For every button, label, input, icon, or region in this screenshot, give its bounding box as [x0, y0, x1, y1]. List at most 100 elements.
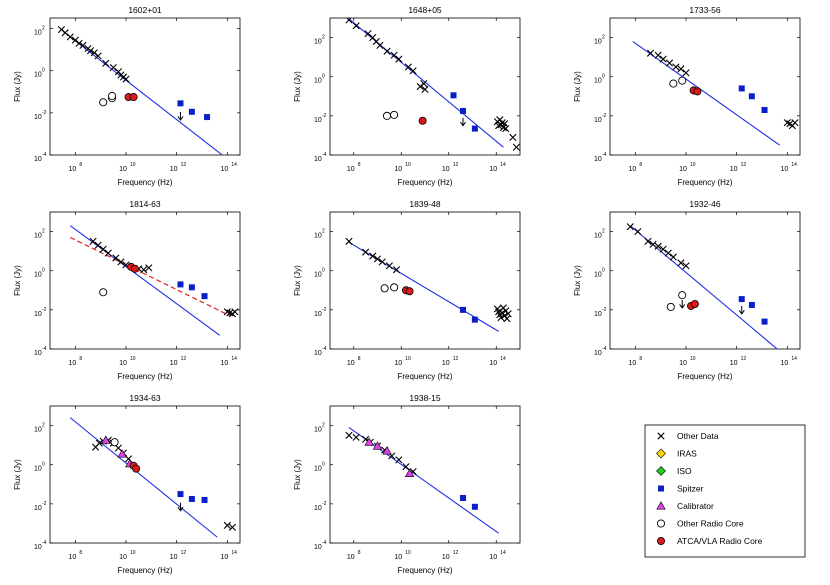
legend-item-other: Other Data: [657, 431, 719, 441]
data-point-othercore: [669, 79, 678, 88]
data-point-calibrator: [101, 435, 111, 444]
y-tick-exponent: 0: [322, 74, 325, 80]
data-point-spitzer: [471, 503, 478, 510]
y-tick-base: 10: [34, 72, 42, 79]
panel-title: 1934-63: [129, 393, 160, 403]
y-tick-base: 10: [314, 544, 322, 551]
data-point-other: [378, 258, 386, 266]
x-tick-exponent: 12: [453, 550, 459, 556]
y-tick-exponent: 0: [322, 462, 325, 468]
data-point-other: [86, 47, 95, 55]
y-tick-exponent: -2: [602, 307, 607, 313]
data-point-other: [352, 22, 360, 30]
data-point-othercore: [110, 438, 119, 447]
plot-frame: [49, 17, 241, 156]
data-point-other: [109, 63, 117, 72]
legend-label: Other Radio Core: [677, 519, 744, 529]
x-tick-base: 10: [679, 360, 687, 367]
data-point-othercore: [99, 98, 108, 107]
y-axis-label: Flux (Jy): [13, 71, 22, 102]
y-axis-label: Flux (Jy): [13, 265, 22, 296]
data-point-other: [654, 51, 662, 59]
data-point-other: [362, 248, 370, 256]
data-point-other: [122, 75, 130, 83]
data-point-spitzer: [460, 107, 466, 114]
data-point-spitzer: [761, 106, 768, 113]
legend-symbol-spitzer: [658, 485, 664, 492]
plot-area: [632, 41, 799, 146]
x-tick-base: 10: [170, 554, 178, 561]
data-point-other: [512, 143, 520, 151]
data-point-othercore: [380, 284, 389, 293]
x-tick-base: 10: [628, 360, 636, 367]
x-tick-base: 10: [220, 360, 228, 367]
data-point-other: [669, 253, 677, 261]
y-axis-label: Flux (Jy): [293, 265, 302, 296]
y-tick-base: 10: [314, 156, 322, 163]
data-point-othercore: [678, 76, 687, 85]
x-tick-base: 10: [730, 166, 738, 173]
data-point-other: [223, 521, 231, 529]
data-point-other: [509, 133, 517, 141]
y-tick-exponent: -4: [42, 346, 47, 352]
x-tick-exponent: 8: [358, 162, 361, 168]
y-tick-exponent: -4: [602, 152, 607, 158]
legend-item-atca: ATCA/VLA Radio Core: [657, 536, 763, 546]
y-tick-base: 10: [314, 117, 322, 124]
plot-area: [69, 225, 239, 336]
x-axis-label: Frequency (Hz): [117, 372, 172, 381]
legend-symbol-othercore: [656, 519, 666, 528]
data-point-other: [502, 124, 510, 133]
data-point-other: [682, 69, 690, 77]
data-point-other: [66, 33, 74, 41]
data-point-spitzer: [471, 125, 478, 132]
plot-frame: [329, 211, 521, 350]
fit-line: [69, 36, 223, 155]
panel-1733-56: 1733-5610810101012101410-410-2100102Freq…: [573, 5, 801, 187]
data-point-other: [672, 63, 680, 71]
y-tick-base: 10: [594, 78, 602, 85]
x-tick-exponent: 12: [181, 550, 187, 556]
data-point-othercore: [382, 111, 392, 120]
data-point-other: [79, 41, 87, 49]
x-tick-exponent: 10: [405, 356, 411, 362]
x-tick-exponent: 14: [500, 162, 506, 168]
legend-item-iras: IRAS: [656, 449, 697, 459]
data-point-other: [499, 124, 507, 132]
y-tick-base: 10: [594, 39, 602, 46]
x-axis-label: Frequency (Hz): [117, 178, 172, 187]
x-tick-base: 10: [347, 166, 355, 173]
data-point-other: [420, 79, 428, 88]
data-point-spitzer: [201, 293, 208, 300]
panel-title: 1648+05: [408, 5, 442, 15]
y-tick-base: 10: [34, 156, 42, 163]
y-tick-exponent: -2: [322, 307, 327, 313]
legend-symbol-atca: [657, 537, 666, 546]
plot-frame: [49, 405, 241, 544]
y-tick-base: 10: [34, 114, 42, 121]
legend-label: Calibrator: [677, 501, 714, 511]
data-point-spitzer: [450, 92, 457, 99]
legend-symbol-other: [657, 432, 665, 440]
x-tick-base: 10: [442, 554, 450, 561]
data-point-upper: [177, 502, 184, 512]
y-tick-base: 10: [314, 272, 322, 279]
plot-area: [626, 223, 778, 349]
x-tick-exponent: 8: [79, 550, 82, 556]
y-tick-base: 10: [594, 156, 602, 163]
x-tick-base: 10: [780, 360, 788, 367]
plot-area: [345, 237, 512, 332]
plot-frame: [329, 405, 521, 544]
x-tick-base: 10: [394, 166, 402, 173]
data-point-other: [677, 65, 685, 73]
x-tick-base: 10: [119, 554, 127, 561]
legend-item-spitzer: Spitzer: [658, 484, 704, 494]
data-point-other: [659, 245, 667, 253]
x-tick-base: 10: [220, 166, 228, 173]
y-tick-exponent: -2: [602, 113, 607, 119]
y-tick-base: 10: [34, 233, 42, 240]
panel-1932-46: 1932-4610810101012101410-410-2100102Freq…: [573, 199, 801, 381]
data-point-other: [402, 463, 410, 471]
panel-title: 1932-46: [689, 199, 720, 209]
y-axis-label: Flux (Jy): [13, 459, 22, 490]
